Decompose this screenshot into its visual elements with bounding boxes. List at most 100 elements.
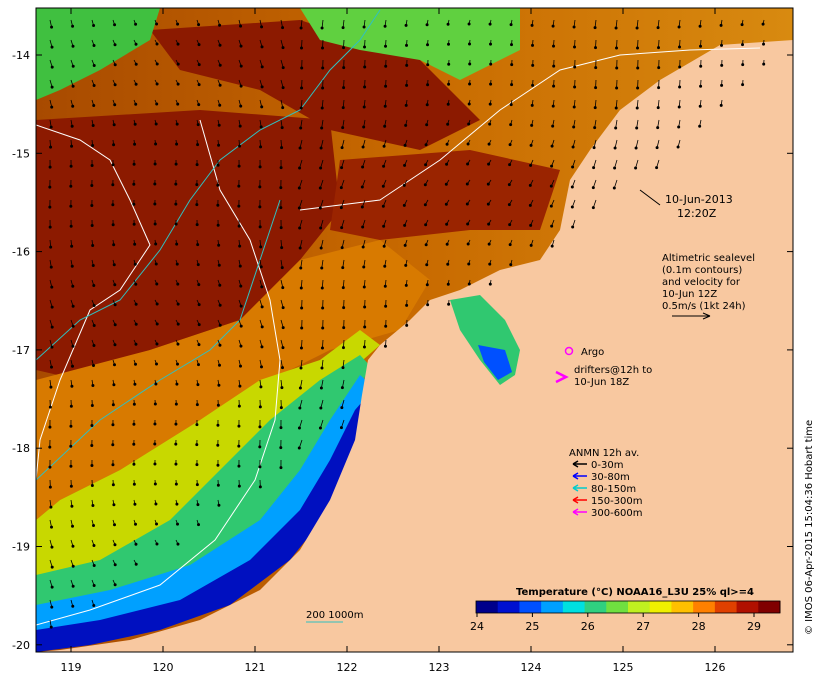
velocity-arrow-head (176, 522, 180, 526)
velocity-arrow-head (92, 603, 96, 607)
lat-tick-label: -19 (12, 541, 30, 554)
velocity-arrow-head (720, 83, 724, 87)
velocity-arrow-head (405, 83, 409, 87)
velocity-arrow-head (216, 163, 220, 167)
velocity-arrow-head (69, 164, 73, 168)
velocity-arrow-head (259, 145, 263, 149)
velocity-arrow-head (425, 263, 429, 267)
velocity-arrow-head (550, 144, 554, 148)
velocity-arrow-head (508, 143, 512, 147)
velocity-arrow-head (111, 163, 115, 167)
velocity-arrow-head (384, 304, 388, 308)
velocity-arrow-head (217, 123, 221, 127)
velocity-arrow-head (446, 122, 450, 126)
velocity-arrow-head (340, 146, 344, 150)
velocity-arrow-head (195, 163, 199, 167)
velocity-arrow-head (551, 24, 555, 28)
velocity-arrow-head (279, 186, 283, 190)
velocity-arrow-head (155, 82, 159, 86)
velocity-arrow-head (297, 206, 301, 210)
velocity-arrow-head (570, 185, 574, 189)
date-label: 10-Jun-2013 (665, 193, 733, 206)
velocity-arrow-head (70, 244, 74, 248)
velocity-arrow-head (71, 64, 75, 68)
velocity-arrow-head (153, 482, 157, 486)
velocity-arrow-head (425, 123, 429, 127)
cool-band-green (36, 355, 372, 640)
velocity-arrow-head (218, 103, 222, 107)
velocity-arrow-head (132, 202, 136, 206)
velocity-arrow-head (281, 286, 285, 290)
velocity-arrow-head (594, 66, 598, 70)
date-pointer (639, 189, 661, 206)
velocity-arrow-head (382, 144, 386, 148)
altimetry-note: Altimetric sealevel (0.1m contours) and … (662, 253, 755, 320)
velocity-arrow-head (90, 463, 94, 467)
velocity-arrow-head (339, 206, 343, 210)
velocity-arrow-head (111, 403, 115, 407)
velocity-arrow-head (258, 425, 262, 429)
velocity-arrow-head (112, 123, 116, 127)
velocity-arrow-head (446, 262, 450, 266)
velocity-arrow-head (134, 62, 138, 66)
velocity-arrow-head (613, 166, 617, 170)
velocity-arrow-head (405, 323, 409, 327)
velocity-arrow-head (197, 23, 201, 27)
velocity-arrow-head (260, 285, 264, 289)
velocity-arrow-head (258, 185, 262, 189)
velocity-arrow-head (196, 243, 200, 247)
velocity-arrow-head (571, 165, 575, 169)
velocity-arrow-head (174, 162, 178, 166)
velocity-arrow-head (529, 163, 533, 167)
velocity-arrow-head (195, 443, 199, 447)
scale-arrow-head (702, 312, 711, 320)
velocity-arrow-head (111, 483, 115, 487)
velocity-arrow-head (216, 463, 220, 467)
velocity-arrow-head (426, 63, 430, 67)
velocity-arrow-head (134, 322, 138, 326)
velocity-arrow-head (71, 544, 75, 548)
velocity-arrow-head (342, 306, 346, 310)
velocity-arrow-head (341, 26, 345, 30)
velocity-arrow-head (258, 205, 262, 209)
velocity-arrow-head (299, 346, 303, 350)
velocity-arrow-head (636, 86, 640, 90)
king-sound-inner (478, 345, 512, 380)
velocity-arrow-head (320, 366, 324, 370)
velocity-arrow-head (465, 182, 469, 186)
velocity-arrow-head (113, 323, 117, 327)
velocity-arrow-head (112, 263, 116, 267)
lat-tick-label: -14 (12, 49, 30, 62)
velocity-arrow-head (113, 23, 117, 27)
velocity-arrow-head (300, 326, 304, 330)
velocity-arrow-head (90, 223, 94, 227)
velocity-arrow-head (382, 244, 386, 248)
velocity-arrow-head (69, 184, 73, 188)
velocity-arrow-head (404, 103, 408, 107)
velocity-arrow-head (113, 43, 117, 47)
velocity-arrow-head (174, 482, 178, 486)
velocity-arrow-head (340, 166, 344, 170)
lat-tick-label: -18 (12, 442, 30, 455)
velocity-arrow-head (573, 85, 577, 89)
velocity-arrow-head (382, 224, 386, 228)
velocity-arrow-head (48, 185, 52, 189)
velocity-arrow-head (153, 462, 157, 466)
velocity-arrow-head (299, 266, 303, 270)
velocity-arrow-head (90, 183, 94, 187)
velocity-arrow-head (113, 563, 117, 567)
velocity-arrow-head (49, 385, 53, 389)
velocity-arrow-head (614, 106, 618, 110)
velocity-arrow-head (91, 383, 95, 387)
velocity-arrow-head (132, 162, 136, 166)
velocity-arrow-head (466, 242, 470, 246)
velocity-arrow-head (91, 243, 95, 247)
velocity-arrow-head (446, 282, 450, 286)
velocity-arrow-head (49, 625, 53, 629)
velocity-arrow-head (133, 502, 137, 506)
velocity-arrow-head (321, 306, 325, 310)
velocity-arrow-head (69, 464, 73, 468)
velocity-arrow-head (92, 83, 96, 87)
velocity-arrow-head (615, 86, 619, 90)
velocity-arrow-head (320, 266, 324, 270)
